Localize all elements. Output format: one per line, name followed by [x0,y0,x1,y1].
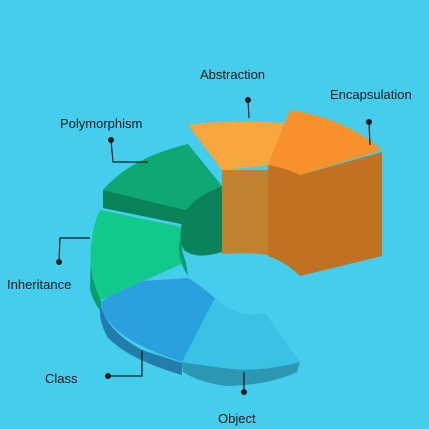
dot-object [241,389,247,395]
label-object: Object [218,411,256,426]
leader-polymorphism [110,139,148,163]
leader-inheritance [58,237,90,263]
label-polymorphism: Polymorphism [60,116,143,131]
leader-encapsulation [368,121,371,146]
leader-dots [56,97,372,395]
segment-inheritance [90,210,188,312]
segment-object [182,298,300,386]
segment-encapsulation-front [300,152,382,276]
leader-lines [58,99,371,392]
dot-polymorphism [108,137,114,143]
segment-inheritance-top [90,210,186,300]
segment-polymorphism [103,144,222,256]
dot-class [105,373,111,379]
segment-polymorphism-side [103,190,186,225]
leader-class [108,350,143,377]
segment-class [100,278,215,375]
segment-abstraction [188,121,290,255]
segment-polymorphism-top [103,144,222,210]
segment-object-top [182,298,300,370]
label-abstraction: Abstraction [200,67,266,82]
segment-encapsulation-inner [268,165,300,276]
label-inheritance: Inheritance [7,277,72,292]
segment-class-top [101,278,215,362]
segment-class-side [100,302,182,375]
segment-encapsulation-top [268,110,382,175]
label-class: Class [45,371,78,386]
segment-encapsulation [268,110,382,276]
segment-object-side [182,362,300,386]
segment-polymorphism-inner [180,186,222,256]
dot-abstraction [245,97,251,103]
segment-abstraction-front [222,170,268,255]
segment-abstraction-top [188,121,290,170]
label-encapsulation: Encapsulation [330,87,412,102]
dot-encapsulation [366,119,372,125]
dot-inheritance [56,259,62,265]
leader-abstraction [247,99,250,119]
